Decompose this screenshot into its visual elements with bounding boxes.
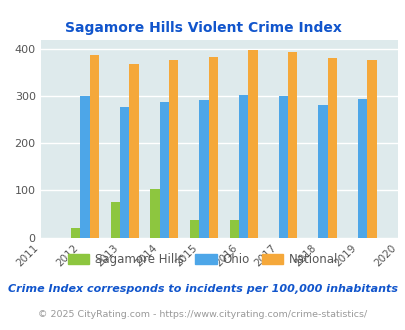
Bar — [150, 189, 159, 238]
Bar — [111, 202, 120, 238]
Bar — [327, 58, 336, 238]
Bar — [367, 60, 376, 238]
Bar — [229, 220, 239, 238]
Legend: Sagamore Hills, Ohio, National: Sagamore Hills, Ohio, National — [63, 248, 342, 271]
Bar — [159, 102, 168, 238]
Bar — [287, 52, 296, 238]
Bar — [129, 64, 138, 238]
Bar — [90, 55, 98, 238]
Bar — [80, 96, 90, 238]
Bar — [278, 96, 287, 238]
Text: Sagamore Hills Violent Crime Index: Sagamore Hills Violent Crime Index — [64, 21, 341, 35]
Bar — [199, 100, 208, 238]
Text: © 2025 CityRating.com - https://www.cityrating.com/crime-statistics/: © 2025 CityRating.com - https://www.city… — [38, 311, 367, 319]
Bar — [239, 95, 248, 238]
Bar — [71, 228, 80, 238]
Text: Crime Index corresponds to incidents per 100,000 inhabitants: Crime Index corresponds to incidents per… — [8, 284, 397, 294]
Bar — [208, 56, 217, 238]
Bar — [168, 60, 178, 238]
Bar — [318, 105, 327, 238]
Bar — [190, 220, 199, 238]
Bar — [120, 107, 129, 238]
Bar — [248, 50, 257, 238]
Bar — [357, 99, 367, 238]
